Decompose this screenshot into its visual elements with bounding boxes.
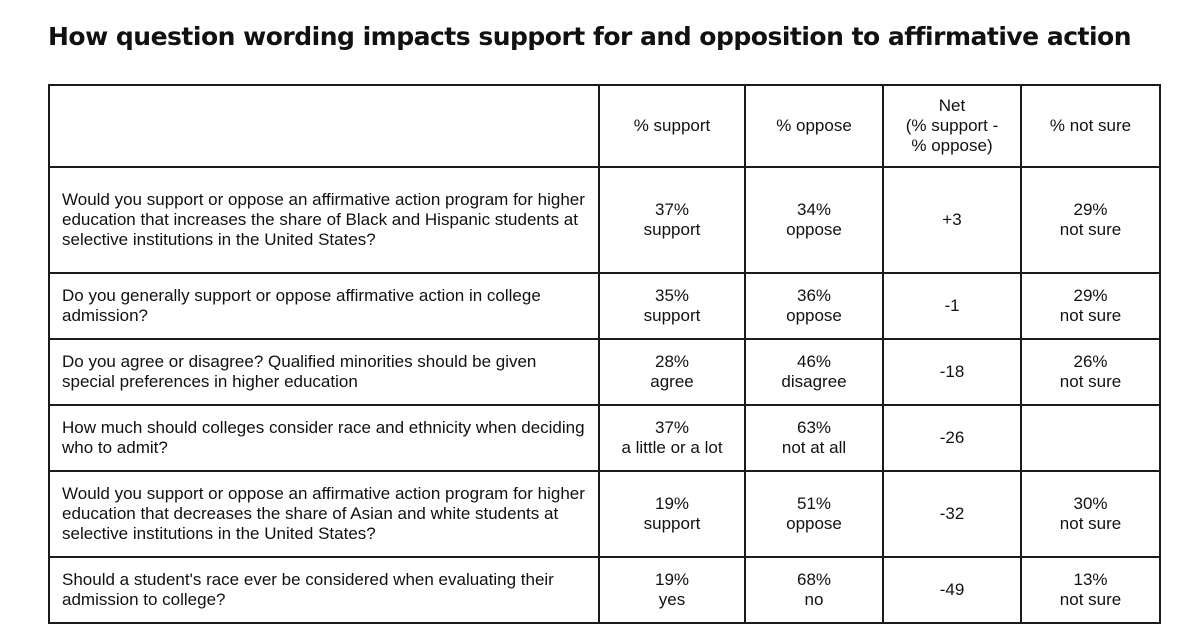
not-sure-label: not sure xyxy=(1059,514,1122,533)
support-label: yes xyxy=(658,590,686,609)
not-sure-cell: 29% not sure xyxy=(1020,272,1161,340)
support-cell: 19% support xyxy=(598,470,746,558)
header-net-line-3: % oppose) xyxy=(911,136,993,155)
not-sure-label: not sure xyxy=(1059,306,1122,325)
table-row: Should a student's race ever be consider… xyxy=(48,556,1161,624)
support-label: support xyxy=(643,306,701,325)
support-value: 28% xyxy=(654,352,690,371)
not-sure-label: not sure xyxy=(1059,220,1122,239)
oppose-label: oppose xyxy=(786,306,842,325)
table-header-row: % support % oppose Net (% support - % op… xyxy=(48,84,1161,168)
question-cell: Should a student's race ever be consider… xyxy=(48,556,600,624)
support-label: support xyxy=(643,514,701,533)
question-cell: Would you support or oppose an affirmati… xyxy=(48,166,600,274)
table-row: How much should colleges consider race a… xyxy=(48,404,1161,472)
table-row: Would you support or oppose an affirmati… xyxy=(48,470,1161,558)
oppose-value: 36% xyxy=(796,286,832,305)
oppose-value: 63% xyxy=(796,418,832,437)
support-label: a little or a lot xyxy=(621,438,723,457)
oppose-cell: 34% oppose xyxy=(744,166,884,274)
not-sure-label: not sure xyxy=(1059,590,1122,609)
header-net: Net (% support - % oppose) xyxy=(882,84,1022,168)
net-cell: -32 xyxy=(882,470,1022,558)
support-cell: 37% support xyxy=(598,166,746,274)
net-cell: -1 xyxy=(882,272,1022,340)
net-cell: -26 xyxy=(882,404,1022,472)
support-value: 37% xyxy=(654,200,690,219)
net-cell: -18 xyxy=(882,338,1022,406)
oppose-cell: 46% disagree xyxy=(744,338,884,406)
question-cell: How much should colleges consider race a… xyxy=(48,404,600,472)
oppose-label: oppose xyxy=(786,220,842,239)
oppose-cell: 63% not at all xyxy=(744,404,884,472)
not-sure-value: 13% xyxy=(1073,570,1108,589)
header-question xyxy=(48,84,600,168)
survey-table: % support % oppose Net (% support - % op… xyxy=(48,84,1161,624)
net-cell: -49 xyxy=(882,556,1022,624)
header-support: % support xyxy=(598,84,746,168)
not-sure-label: not sure xyxy=(1059,372,1122,391)
header-net-line-2: (% support - xyxy=(905,116,999,135)
oppose-value: 46% xyxy=(796,352,832,371)
support-value: 19% xyxy=(654,494,690,513)
oppose-value: 51% xyxy=(796,494,832,513)
question-cell: Do you agree or disagree? Qualified mino… xyxy=(48,338,600,406)
oppose-label: disagree xyxy=(781,372,847,391)
support-cell: 37% a little or a lot xyxy=(598,404,746,472)
oppose-label: no xyxy=(804,590,824,609)
not-sure-value: 29% xyxy=(1073,200,1108,219)
oppose-value: 68% xyxy=(796,570,832,589)
oppose-value: 34% xyxy=(796,200,832,219)
support-value: 19% xyxy=(654,570,690,589)
page-title: How question wording impacts support for… xyxy=(48,22,1132,51)
not-sure-cell: 30% not sure xyxy=(1020,470,1161,558)
oppose-cell: 36% oppose xyxy=(744,272,884,340)
header-not-sure: % not sure xyxy=(1020,84,1161,168)
oppose-label: not at all xyxy=(781,438,847,457)
question-cell: Would you support or oppose an affirmati… xyxy=(48,470,600,558)
support-cell: 19% yes xyxy=(598,556,746,624)
oppose-cell: 51% oppose xyxy=(744,470,884,558)
header-oppose: % oppose xyxy=(744,84,884,168)
not-sure-value: 29% xyxy=(1073,286,1108,305)
oppose-cell: 68% no xyxy=(744,556,884,624)
support-value: 37% xyxy=(654,418,690,437)
support-value: 35% xyxy=(654,286,690,305)
net-cell: +3 xyxy=(882,166,1022,274)
support-label: support xyxy=(643,220,701,239)
not-sure-cell: 13% not sure xyxy=(1020,556,1161,624)
support-cell: 35% support xyxy=(598,272,746,340)
support-label: agree xyxy=(650,372,694,391)
not-sure-value: 30% xyxy=(1073,494,1108,513)
not-sure-value: 26% xyxy=(1073,352,1108,371)
not-sure-cell: 26% not sure xyxy=(1020,338,1161,406)
table-row: Do you generally support or oppose affir… xyxy=(48,272,1161,340)
header-net-line-1: Net xyxy=(938,96,966,115)
not-sure-cell xyxy=(1020,404,1161,472)
not-sure-cell: 29% not sure xyxy=(1020,166,1161,274)
table-row: Do you agree or disagree? Qualified mino… xyxy=(48,338,1161,406)
support-cell: 28% agree xyxy=(598,338,746,406)
question-cell: Do you generally support or oppose affir… xyxy=(48,272,600,340)
oppose-label: oppose xyxy=(786,514,842,533)
table-row: Would you support or oppose an affirmati… xyxy=(48,166,1161,274)
